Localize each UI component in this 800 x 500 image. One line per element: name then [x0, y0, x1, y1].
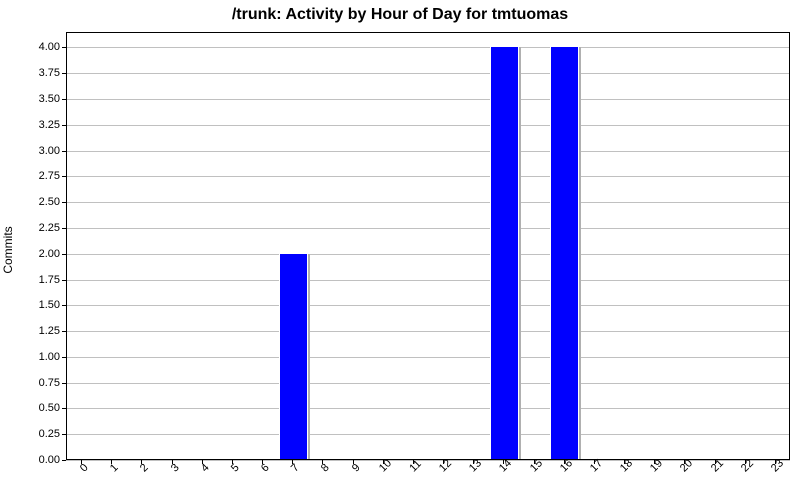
xtick-label: 4: [199, 462, 212, 475]
xtick-mark: [111, 460, 112, 464]
ytick-label: 1.00: [39, 351, 60, 363]
ytick-mark: [62, 99, 66, 100]
xtick-mark: [322, 460, 323, 464]
xtick-mark: [745, 460, 746, 464]
gridline: [66, 99, 790, 100]
ytick-label: 0.50: [39, 402, 60, 414]
xtick-mark: [564, 460, 565, 464]
xtick-label: 3: [169, 462, 182, 475]
ytick-mark: [62, 73, 66, 74]
axis-line: [66, 459, 790, 460]
ytick-mark: [62, 383, 66, 384]
xtick-mark: [202, 460, 203, 464]
ytick-label: 1.50: [39, 299, 60, 311]
xtick-mark: [624, 460, 625, 464]
gridline: [66, 228, 790, 229]
ytick-mark: [62, 202, 66, 203]
xtick-mark: [775, 460, 776, 464]
ytick-mark: [62, 280, 66, 281]
chart-title: /trunk: Activity by Hour of Day for tmtu…: [0, 6, 800, 24]
ytick-mark: [62, 408, 66, 409]
ytick-label: 0.75: [39, 377, 60, 389]
ytick-mark: [62, 331, 66, 332]
ytick-mark: [62, 254, 66, 255]
gridline: [66, 280, 790, 281]
ytick-mark: [62, 357, 66, 358]
xtick-label: 1: [108, 462, 121, 475]
xtick-mark: [473, 460, 474, 464]
bar: [550, 46, 579, 460]
bar: [279, 253, 308, 460]
ytick-label: 0.25: [39, 428, 60, 440]
bar: [490, 46, 519, 460]
y-axis-label: Commits: [1, 226, 15, 273]
xtick-label: 5: [229, 462, 242, 475]
xtick-mark: [684, 460, 685, 464]
ytick-label: 2.75: [39, 170, 60, 182]
axis-line: [66, 32, 67, 460]
xtick-mark: [654, 460, 655, 464]
ytick-mark: [62, 228, 66, 229]
gridline: [66, 202, 790, 203]
xtick-mark: [172, 460, 173, 464]
xtick-mark: [232, 460, 233, 464]
ytick-mark: [62, 176, 66, 177]
xtick-label: 8: [319, 462, 332, 475]
xtick-mark: [594, 460, 595, 464]
gridline: [66, 125, 790, 126]
xtick-mark: [443, 460, 444, 464]
ytick-mark: [62, 47, 66, 48]
gridline: [66, 331, 790, 332]
gridline: [66, 47, 790, 48]
xtick-label: 7: [289, 462, 302, 475]
xtick-mark: [503, 460, 504, 464]
gridline: [66, 383, 790, 384]
xtick-mark: [292, 460, 293, 464]
ytick-label: 3.00: [39, 145, 60, 157]
ytick-label: 4.00: [39, 41, 60, 53]
gridline: [66, 73, 790, 74]
xtick-mark: [81, 460, 82, 464]
axis-line: [789, 32, 790, 460]
gridline: [66, 176, 790, 177]
ytick-label: 1.25: [39, 325, 60, 337]
gridline: [66, 408, 790, 409]
xtick-mark: [383, 460, 384, 464]
plot-area: 0.000.250.500.751.001.251.501.752.002.25…: [66, 32, 790, 460]
gridline: [66, 305, 790, 306]
xtick-label: 6: [259, 462, 272, 475]
ytick-mark: [62, 460, 66, 461]
xtick-mark: [353, 460, 354, 464]
xtick-label: 9: [350, 462, 363, 475]
ytick-label: 1.75: [39, 274, 60, 286]
ytick-mark: [62, 125, 66, 126]
ytick-label: 2.00: [39, 248, 60, 260]
xtick-mark: [715, 460, 716, 464]
ytick-label: 0.00: [39, 454, 60, 466]
xtick-label: 2: [138, 462, 151, 475]
ytick-mark: [62, 151, 66, 152]
gridline: [66, 254, 790, 255]
gridline: [66, 434, 790, 435]
ytick-label: 3.75: [39, 67, 60, 79]
axis-line: [66, 32, 790, 33]
ytick-mark: [62, 305, 66, 306]
ytick-label: 2.50: [39, 196, 60, 208]
ytick-mark: [62, 434, 66, 435]
gridline: [66, 151, 790, 152]
gridline: [66, 357, 790, 358]
xtick-mark: [262, 460, 263, 464]
ytick-label: 3.50: [39, 93, 60, 105]
ytick-label: 3.25: [39, 119, 60, 131]
xtick-mark: [413, 460, 414, 464]
ytick-label: 2.25: [39, 222, 60, 234]
xtick-mark: [141, 460, 142, 464]
xtick-label: 0: [78, 462, 91, 475]
xtick-mark: [534, 460, 535, 464]
